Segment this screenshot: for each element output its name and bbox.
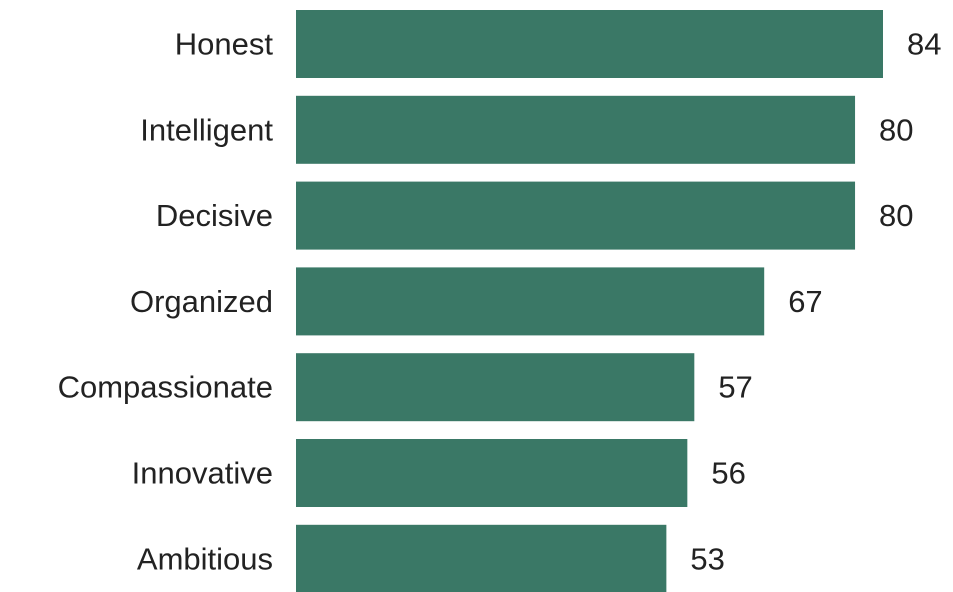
category-labels: Honest Intelligent Decisive Organized Compas… bbox=[58, 27, 274, 577]
value-label-innovative: 56 bbox=[711, 456, 745, 491]
bars bbox=[296, 10, 883, 592]
category-label-intelligent: Intelligent bbox=[140, 112, 273, 147]
category-label-honest: Honest bbox=[175, 27, 274, 62]
value-label-honest: 84 bbox=[907, 27, 941, 62]
value-label-intelligent: 80 bbox=[879, 112, 913, 147]
category-label-organized: Organized bbox=[130, 284, 273, 319]
value-label-decisive: 80 bbox=[879, 198, 913, 233]
category-label-ambitious: Ambitious bbox=[137, 541, 273, 576]
bar-honest bbox=[296, 10, 883, 78]
bar-organized bbox=[296, 267, 765, 336]
bar-ambitious bbox=[296, 524, 667, 592]
category-label-compassionate: Compassionate bbox=[58, 370, 273, 405]
category-label-innovative: Innovative bbox=[132, 456, 273, 491]
value-label-compassionate: 57 bbox=[718, 370, 752, 405]
value-labels: 84 80 80 67 57 56 53 bbox=[690, 27, 941, 577]
value-label-ambitious: 53 bbox=[690, 541, 724, 576]
bar-decisive bbox=[296, 181, 856, 250]
bar-intelligent bbox=[296, 95, 856, 164]
value-label-organized: 67 bbox=[788, 284, 822, 319]
bar-compassionate bbox=[296, 353, 695, 422]
bar-innovative bbox=[296, 439, 688, 507]
category-label-decisive: Decisive bbox=[156, 198, 273, 233]
